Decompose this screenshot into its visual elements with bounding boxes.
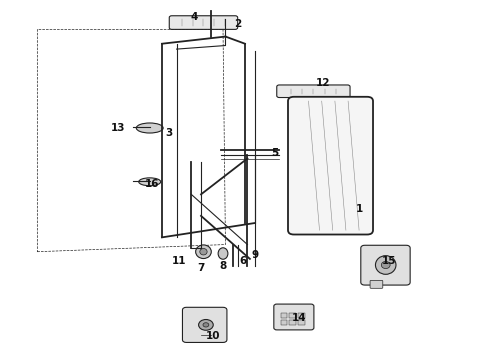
Text: 10: 10 — [206, 331, 220, 341]
Ellipse shape — [200, 248, 207, 255]
Text: 9: 9 — [251, 250, 258, 260]
Text: 5: 5 — [270, 148, 278, 158]
Text: 1: 1 — [356, 204, 364, 214]
Text: 11: 11 — [172, 256, 186, 266]
Text: 3: 3 — [166, 129, 173, 138]
Text: 15: 15 — [382, 256, 396, 266]
Text: 14: 14 — [292, 313, 306, 323]
Ellipse shape — [218, 248, 228, 259]
Text: 12: 12 — [316, 78, 330, 88]
FancyBboxPatch shape — [169, 16, 238, 30]
Ellipse shape — [196, 245, 211, 258]
FancyBboxPatch shape — [298, 320, 305, 325]
FancyBboxPatch shape — [274, 304, 314, 330]
FancyBboxPatch shape — [298, 313, 305, 318]
Text: 2: 2 — [234, 19, 241, 29]
Ellipse shape — [203, 323, 209, 327]
Text: 8: 8 — [220, 261, 227, 271]
Ellipse shape — [375, 256, 396, 274]
Ellipse shape — [381, 261, 390, 269]
FancyBboxPatch shape — [277, 85, 350, 98]
FancyBboxPatch shape — [288, 97, 373, 234]
FancyBboxPatch shape — [281, 320, 287, 325]
Ellipse shape — [139, 178, 161, 186]
Text: 7: 7 — [197, 263, 205, 273]
FancyBboxPatch shape — [290, 320, 296, 325]
FancyBboxPatch shape — [290, 313, 296, 318]
Ellipse shape — [136, 123, 163, 133]
Text: 16: 16 — [145, 179, 159, 189]
FancyBboxPatch shape — [182, 307, 227, 342]
FancyBboxPatch shape — [361, 245, 410, 285]
Text: 4: 4 — [190, 12, 197, 22]
Ellipse shape — [198, 319, 213, 330]
Text: 6: 6 — [239, 256, 246, 266]
FancyBboxPatch shape — [370, 280, 383, 288]
FancyBboxPatch shape — [281, 313, 287, 318]
Text: 13: 13 — [111, 123, 125, 133]
